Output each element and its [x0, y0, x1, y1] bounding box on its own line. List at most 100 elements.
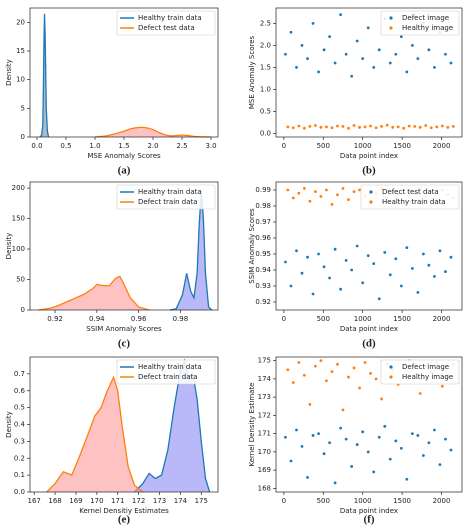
plot-frame — [275, 7, 463, 138]
x-axis-label: Data point index — [340, 507, 398, 515]
point — [336, 124, 339, 128]
legend-marker — [389, 375, 393, 379]
y-axis-label: Density — [5, 233, 13, 260]
y-tick-label: 170 — [258, 448, 271, 456]
x-tick-label: 171 — [111, 497, 124, 505]
point — [291, 381, 295, 384]
point — [333, 481, 337, 485]
x-tick-label: 0 — [282, 142, 286, 150]
point — [427, 48, 431, 52]
point — [449, 61, 453, 65]
point — [291, 196, 295, 200]
legend-label: Healthy train data — [382, 198, 446, 206]
y-tick-label: 100 — [12, 245, 25, 253]
point — [435, 125, 439, 129]
legend-box — [380, 359, 460, 385]
x-tick-label: 174 — [174, 497, 188, 505]
x-tick-label: 0.98 — [173, 315, 189, 323]
point — [352, 124, 356, 127]
x-tick-label: 1.0 — [89, 142, 100, 150]
point — [328, 441, 331, 445]
point — [297, 191, 301, 195]
point — [322, 265, 326, 269]
point — [427, 441, 431, 445]
point — [286, 125, 290, 129]
legend-box — [360, 184, 460, 210]
point — [388, 273, 392, 277]
legend-marker — [389, 16, 393, 20]
point — [325, 379, 328, 383]
y-tick-label: 0.0 — [14, 488, 25, 496]
y-tick-label: 2.0 — [260, 41, 271, 49]
plot-frame — [275, 181, 463, 311]
legend-label: Defect train data — [138, 373, 198, 381]
point — [405, 246, 409, 250]
x-tick-label: 0.96 — [131, 315, 147, 323]
x-tick-label: 172 — [132, 497, 145, 505]
y-axis-label: SSIM Anomaly Scores — [248, 208, 256, 284]
point — [451, 125, 455, 128]
x-tick-label: 3.0 — [205, 142, 216, 150]
point — [399, 35, 403, 39]
y-tick-label: 168 — [258, 484, 271, 492]
point — [339, 13, 343, 17]
point — [385, 123, 389, 127]
point — [333, 61, 337, 65]
point — [402, 126, 406, 130]
point — [295, 66, 298, 69]
point — [295, 249, 298, 253]
point — [421, 252, 425, 256]
x-tick-label: 0 — [282, 497, 286, 505]
point — [325, 188, 328, 192]
point — [440, 124, 444, 128]
point — [355, 443, 359, 446]
point — [319, 125, 323, 129]
point — [355, 244, 359, 248]
point — [394, 439, 398, 443]
point — [347, 126, 350, 130]
legend-label: Defect image — [402, 14, 449, 22]
point — [388, 61, 392, 65]
y-tick-label: 150 — [12, 215, 25, 223]
point — [284, 435, 287, 439]
x-axis-label: SSIM Anomaly Scores — [86, 325, 162, 333]
point — [372, 262, 376, 265]
caption: (a) — [118, 165, 131, 177]
point — [350, 465, 354, 468]
point — [308, 403, 312, 406]
point — [358, 386, 361, 390]
legend-label: Healthy train data — [138, 363, 202, 371]
point — [358, 125, 361, 129]
point — [358, 188, 361, 192]
point — [361, 430, 365, 434]
x-tick-label: 0.0 — [31, 142, 42, 150]
caption: (e) — [118, 514, 131, 526]
point — [319, 195, 323, 198]
point — [433, 275, 436, 278]
x-axis-label: MSE Anomaly Scores — [87, 152, 161, 160]
point — [380, 397, 384, 401]
y-tick-label: 0.96 — [255, 234, 271, 242]
point — [322, 452, 326, 456]
point — [363, 125, 367, 129]
point — [341, 408, 345, 412]
point — [322, 48, 326, 52]
point — [314, 364, 317, 368]
point — [289, 459, 293, 463]
x-tick-label: 173 — [153, 497, 166, 505]
point — [291, 126, 295, 130]
point — [416, 57, 420, 61]
point — [366, 254, 370, 257]
point — [325, 125, 328, 129]
point — [330, 370, 334, 373]
point — [363, 361, 367, 364]
point — [440, 384, 444, 388]
density-line — [169, 191, 213, 311]
area-fill — [38, 276, 150, 310]
y-axis-label: Kernel Density Estimate — [248, 383, 256, 467]
y-axis-label: Density — [5, 411, 13, 438]
legend-label: Defect test data — [138, 24, 195, 32]
legend-label: Healthy image — [402, 373, 453, 381]
x-tick-label: 168 — [48, 497, 61, 505]
x-tick-label: 1500 — [393, 497, 411, 505]
